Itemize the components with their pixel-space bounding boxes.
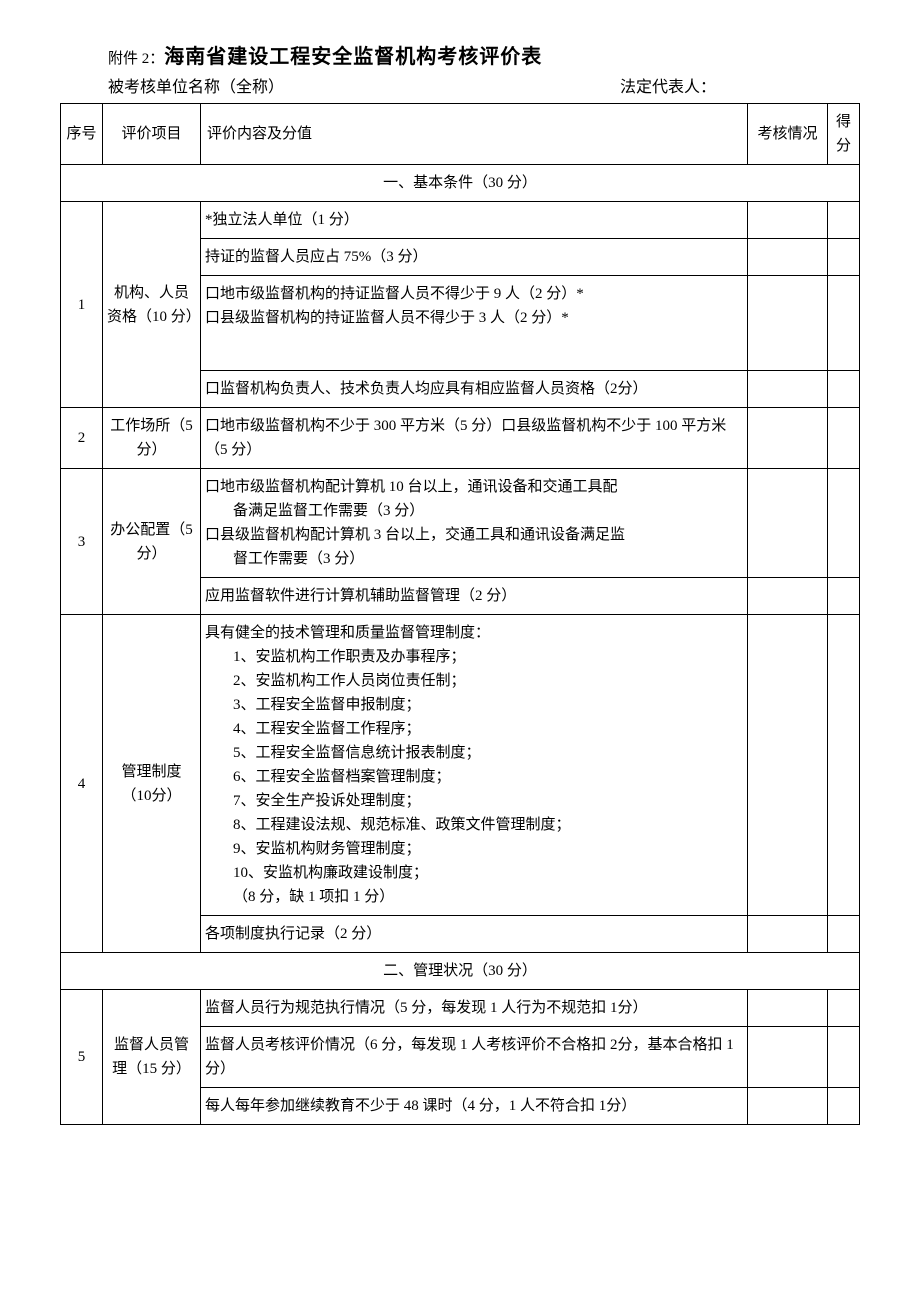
- table-header-row: 序号 评价项目 评价内容及分值 考核情况 得分: [61, 104, 860, 165]
- cell-status: [748, 990, 828, 1027]
- row4-c1-8: 8、工程建设法规、规范标准、政策文件管理制度；: [205, 813, 743, 837]
- row2-c1: 口地市级监督机构不少于 300 平方米（5 分）口县级监督机构不少于 100 平…: [201, 408, 748, 469]
- cell-status: [748, 916, 828, 953]
- cell-status: [748, 615, 828, 916]
- cell-status: [748, 276, 828, 371]
- table-row: 4 管理制度（10分） 具有健全的技术管理和质量监督管理制度： 1、安监机构工作…: [61, 615, 860, 916]
- cell-score: [828, 916, 860, 953]
- cell-status: [748, 408, 828, 469]
- cell-score: [828, 276, 860, 371]
- row3-c1a: 口地市级监督机构配计算机 10 台以上，通讯设备和交通工具配: [205, 475, 743, 499]
- row5-c2: 监督人员考核评价情况（6 分，每发现 1 人考核评价不合格扣 2分，基本合格扣 …: [201, 1027, 748, 1088]
- cell-score: [828, 990, 860, 1027]
- row4-c1: 具有健全的技术管理和质量监督管理制度： 1、安监机构工作职责及办事程序； 2、安…: [201, 615, 748, 916]
- evaluation-table: 序号 评价项目 评价内容及分值 考核情况 得分 一、基本条件（30 分） 1 机…: [60, 103, 860, 1125]
- row4-c1-note: （8 分，缺 1 项扣 1 分）: [205, 885, 743, 909]
- cell-score: [828, 239, 860, 276]
- row3-item: 办公配置（5分）: [103, 469, 201, 615]
- row1-c4: 口监督机构负责人、技术负责人均应具有相应监督人员资格（2分）: [201, 371, 748, 408]
- header-content: 评价内容及分值: [201, 104, 748, 165]
- cell-score: [828, 469, 860, 578]
- row4-c1-1: 1、安监机构工作职责及办事程序；: [205, 645, 743, 669]
- row4-c1-intro: 具有健全的技术管理和质量监督管理制度：: [205, 621, 743, 645]
- row4-num: 4: [61, 615, 103, 953]
- subtitle-row: 被考核单位名称（全称） 法定代表人：: [60, 73, 860, 97]
- cell-score: [828, 578, 860, 615]
- section1-title: 一、基本条件（30 分）: [61, 165, 860, 202]
- header-item: 评价项目: [103, 104, 201, 165]
- section2-title: 二、管理状况（30 分）: [61, 953, 860, 990]
- row3-c1c: 口县级监督机构配计算机 3 台以上，交通工具和通讯设备满足监: [205, 523, 743, 547]
- cell-status: [748, 202, 828, 239]
- row2-item: 工作场所（5分）: [103, 408, 201, 469]
- row3-c1: 口地市级监督机构配计算机 10 台以上，通讯设备和交通工具配 备满足监督工作需要…: [201, 469, 748, 578]
- cell-status: [748, 469, 828, 578]
- cell-status: [748, 371, 828, 408]
- row4-c1-7: 7、安全生产投诉处理制度；: [205, 789, 743, 813]
- row5-num: 5: [61, 990, 103, 1125]
- row3-c1b: 备满足监督工作需要（3 分）: [205, 499, 743, 523]
- cell-score: [828, 202, 860, 239]
- row4-c1-10: 10、安监机构廉政建设制度；: [205, 861, 743, 885]
- cell-score: [828, 615, 860, 916]
- cell-status: [748, 578, 828, 615]
- cell-score: [828, 408, 860, 469]
- row1-c2: 持证的监督人员应占 75%（3 分）: [201, 239, 748, 276]
- row4-c1-9: 9、安监机构财务管理制度；: [205, 837, 743, 861]
- row4-c2: 各项制度执行记录（2 分）: [201, 916, 748, 953]
- table-row: 3 办公配置（5分） 口地市级监督机构配计算机 10 台以上，通讯设备和交通工具…: [61, 469, 860, 578]
- section1-header: 一、基本条件（30 分）: [61, 165, 860, 202]
- cell-status: [748, 239, 828, 276]
- row4-c1-2: 2、安监机构工作人员岗位责任制；: [205, 669, 743, 693]
- row5-c3: 每人每年参加继续教育不少于 48 课时（4 分，1 人不符合扣 1分）: [201, 1088, 748, 1125]
- row3-c2: 应用监督软件进行计算机辅助监督管理（2 分）: [201, 578, 748, 615]
- row4-item: 管理制度（10分）: [103, 615, 201, 953]
- cell-score: [828, 1088, 860, 1125]
- row3-num: 3: [61, 469, 103, 615]
- row1-c3: 口地市级监督机构的持证监督人员不得少于 9 人（2 分）* 口县级监督机构的持证…: [201, 276, 748, 371]
- row1-item: 机构、人员资格（10 分）: [103, 202, 201, 408]
- attachment-label: 附件 2：: [108, 51, 164, 67]
- main-title: 海南省建设工程安全监督机构考核评价表: [164, 46, 542, 68]
- row5-c1: 监督人员行为规范执行情况（5 分，每发现 1 人行为不规范扣 1分）: [201, 990, 748, 1027]
- table-row: 1 机构、人员资格（10 分） *独立法人单位（1 分）: [61, 202, 860, 239]
- row1-num: 1: [61, 202, 103, 408]
- table-row: 5 监督人员管理（15 分） 监督人员行为规范执行情况（5 分，每发现 1 人行…: [61, 990, 860, 1027]
- header-score: 得分: [828, 104, 860, 165]
- legal-rep-label: 法定代表人：: [620, 73, 860, 97]
- row4-c1-6: 6、工程安全监督档案管理制度；: [205, 765, 743, 789]
- row1-c1: *独立法人单位（1 分）: [201, 202, 748, 239]
- header-status: 考核情况: [748, 104, 828, 165]
- attachment-line: 附件 2：海南省建设工程安全监督机构考核评价表: [60, 40, 860, 69]
- row4-c1-4: 4、工程安全监督工作程序；: [205, 717, 743, 741]
- row4-c1-5: 5、工程安全监督信息统计报表制度；: [205, 741, 743, 765]
- table-row: 2 工作场所（5分） 口地市级监督机构不少于 300 平方米（5 分）口县级监督…: [61, 408, 860, 469]
- header-num: 序号: [61, 104, 103, 165]
- cell-score: [828, 1027, 860, 1088]
- row1-c3a: 口地市级监督机构的持证监督人员不得少于 9 人（2 分）*: [205, 282, 743, 306]
- row3-c1d: 督工作需要（3 分）: [205, 547, 743, 571]
- cell-status: [748, 1088, 828, 1125]
- unit-label: 被考核单位名称（全称）: [108, 73, 620, 97]
- section2-header: 二、管理状况（30 分）: [61, 953, 860, 990]
- row5-item: 监督人员管理（15 分）: [103, 990, 201, 1125]
- row1-c3b: 口县级监督机构的持证监督人员不得少于 3 人（2 分）*: [205, 306, 743, 330]
- cell-status: [748, 1027, 828, 1088]
- row2-num: 2: [61, 408, 103, 469]
- cell-score: [828, 371, 860, 408]
- row4-c1-3: 3、工程安全监督申报制度；: [205, 693, 743, 717]
